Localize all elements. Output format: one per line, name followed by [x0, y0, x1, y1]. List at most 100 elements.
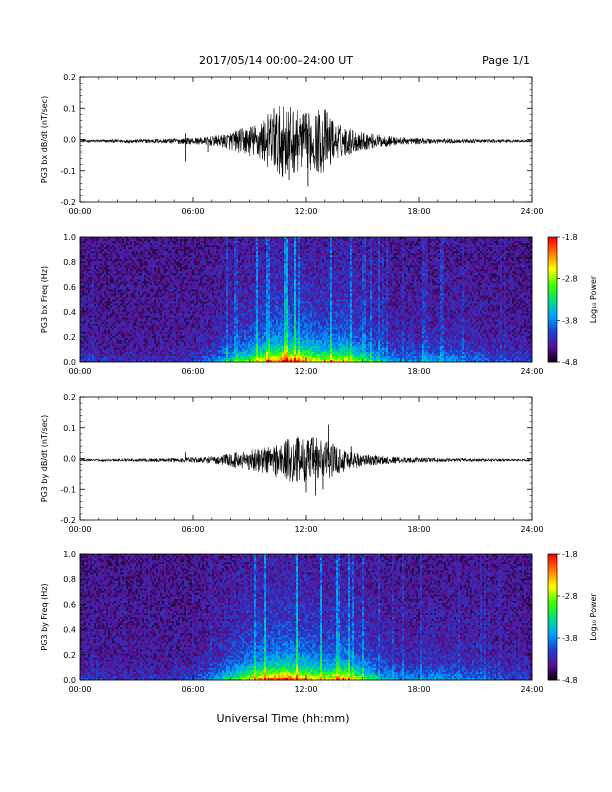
heatmap-cell	[216, 273, 219, 276]
heatmap-cell	[146, 313, 149, 316]
heatmap-cell	[160, 323, 163, 326]
heatmap-cell	[106, 345, 109, 349]
heatmap-cell	[136, 247, 139, 250]
heatmap-cell	[226, 295, 229, 298]
heatmap-cell	[216, 351, 219, 355]
heatmap-cell	[104, 309, 107, 312]
heatmap-cell	[82, 327, 85, 330]
heatmap-cell	[148, 357, 151, 361]
heatmap-cell	[226, 283, 229, 286]
heatmap-cell	[136, 275, 139, 278]
heatmap-cell	[218, 249, 221, 252]
heatmap-cell	[126, 303, 129, 306]
heatmap-cell	[210, 289, 213, 292]
heatmap-cell	[96, 315, 99, 318]
heatmap-cell	[164, 247, 167, 250]
heatmap-cell	[156, 313, 159, 316]
heatmap-cell	[232, 343, 235, 347]
heatmap-cell	[196, 283, 199, 286]
heatmap-cell	[158, 325, 161, 328]
heatmap-cell	[124, 337, 127, 341]
heatmap-cell	[156, 251, 159, 254]
heatmap-cell	[208, 343, 211, 347]
heatmap-cell	[112, 253, 115, 256]
heatmap-cell	[146, 343, 149, 347]
heatmap-cell	[178, 257, 181, 260]
heatmap-cell	[148, 317, 151, 320]
heatmap-cell	[88, 335, 91, 339]
heatmap-cell	[90, 279, 93, 282]
heatmap-cell	[82, 331, 85, 335]
heatmap-cell	[182, 261, 185, 264]
heatmap-cell	[126, 273, 129, 276]
heatmap-cell	[162, 309, 165, 312]
heatmap-cell	[130, 343, 133, 347]
heatmap-cell	[120, 335, 123, 339]
heatmap-cell	[106, 339, 109, 343]
heatmap-cell	[236, 303, 239, 306]
heatmap-cell	[108, 317, 111, 320]
heatmap-cell	[122, 279, 125, 282]
heatmap-cell	[90, 345, 93, 349]
heatmap-cell	[192, 261, 195, 264]
heatmap-cell	[126, 237, 129, 240]
heatmap-cell	[156, 337, 159, 341]
heatmap-cell	[140, 253, 143, 256]
heatmap-cell	[138, 275, 141, 278]
heatmap-cell	[84, 237, 87, 240]
heatmap-cell	[180, 277, 183, 280]
heatmap-cell	[84, 239, 87, 242]
heatmap-cell	[132, 271, 135, 274]
heatmap-cell	[178, 295, 181, 298]
heatmap-cell	[160, 255, 163, 258]
heatmap-cell	[168, 357, 171, 361]
heatmap-cell	[180, 309, 183, 312]
heatmap-cell	[110, 319, 113, 322]
heatmap-cell	[226, 313, 229, 316]
heatmap-cell	[100, 315, 103, 318]
heatmap-cell	[138, 313, 141, 316]
heatmap-cell	[230, 297, 233, 300]
heatmap-cell	[194, 265, 197, 268]
heatmap-cell	[174, 309, 177, 312]
heatmap-cell	[222, 253, 225, 256]
heatmap-cell	[238, 267, 241, 270]
heatmap-cell	[96, 239, 99, 242]
heatmap-cell	[208, 287, 211, 290]
heatmap-cell	[224, 319, 227, 322]
heatmap-cell	[120, 355, 123, 359]
heatmap-cell	[90, 289, 93, 292]
heatmap-cell	[178, 237, 181, 240]
heatmap-cell	[84, 347, 87, 351]
heatmap-cell	[122, 273, 125, 276]
heatmap-cell	[194, 351, 197, 355]
heatmap-cell	[154, 271, 157, 274]
heatmap-cell	[160, 243, 163, 246]
heatmap-cell	[200, 311, 203, 314]
heatmap-cell	[90, 307, 93, 310]
heatmap-cell	[176, 281, 179, 284]
heatmap-cell	[232, 327, 235, 330]
heatmap-cell	[110, 261, 113, 264]
heatmap-cell	[132, 339, 135, 343]
heatmap-cell	[146, 349, 149, 353]
heatmap-cell	[172, 255, 175, 258]
heatmap-cell	[162, 267, 165, 270]
heatmap-cell	[232, 245, 235, 248]
heatmap-cell	[210, 295, 213, 298]
heatmap-cell	[236, 241, 239, 244]
heatmap-cell	[172, 335, 175, 339]
heatmap-cell	[232, 273, 235, 276]
heatmap-cell	[98, 299, 101, 302]
heatmap-cell	[156, 327, 159, 330]
heatmap-cell	[240, 335, 243, 339]
heatmap-cell	[130, 267, 133, 270]
heatmap-cell	[156, 341, 159, 345]
heatmap-cell	[192, 255, 195, 258]
heatmap-cell	[174, 265, 177, 268]
heatmap-cell	[86, 283, 89, 286]
heatmap-cell	[82, 273, 85, 276]
heatmap-cell	[128, 349, 131, 353]
heatmap-cell	[210, 271, 213, 274]
heatmap-cell	[118, 259, 121, 262]
